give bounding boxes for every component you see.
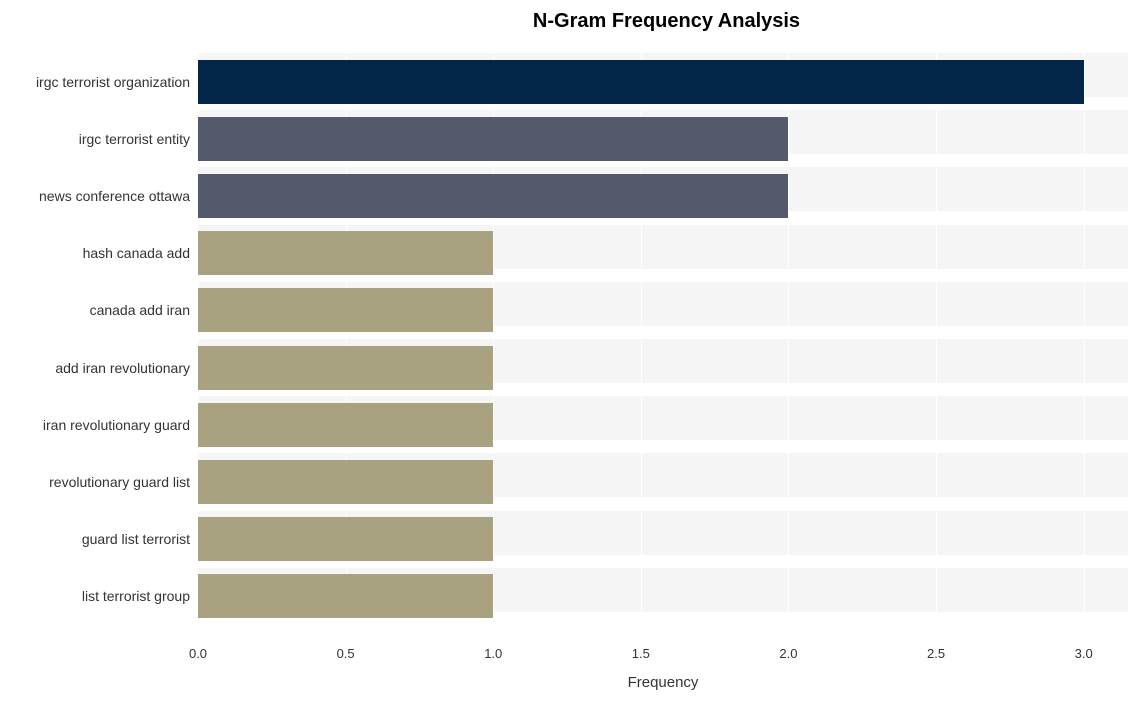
bar-row: [198, 231, 493, 275]
plot-area: [198, 38, 1128, 641]
bar-row: [198, 60, 1084, 104]
chart-title: N-Gram Frequency Analysis: [0, 0, 1138, 41]
bar-row: [198, 117, 788, 161]
y-tick-label: hash canada add: [0, 245, 190, 261]
bar-row: [198, 288, 493, 332]
bar: [198, 346, 493, 390]
bar: [198, 288, 493, 332]
bar: [198, 517, 493, 561]
bar-row: [198, 403, 493, 447]
bar: [198, 460, 493, 504]
bar-row: [198, 574, 493, 618]
y-tick-label: guard list terrorist: [0, 531, 190, 547]
bar-row: [198, 460, 493, 504]
y-tick-label: news conference ottawa: [0, 188, 190, 204]
bar-row: [198, 517, 493, 561]
gridline: [788, 38, 789, 641]
x-axis-label: Frequency: [198, 674, 1128, 691]
bar: [198, 117, 788, 161]
y-tick-label: irgc terrorist organization: [0, 74, 190, 90]
x-tick-label: 3.0: [1075, 646, 1093, 661]
h-band: [198, 38, 1128, 53]
y-tick-label: canada add iran: [0, 302, 190, 318]
y-tick-label: revolutionary guard list: [0, 474, 190, 490]
y-tick-label: add iran revolutionary: [0, 360, 190, 376]
gridline: [1084, 38, 1085, 641]
y-tick-label: list terrorist group: [0, 588, 190, 604]
bar: [198, 174, 788, 218]
bar: [198, 403, 493, 447]
y-tick-label: irgc terrorist entity: [0, 131, 190, 147]
x-tick-label: 1.0: [484, 646, 502, 661]
y-tick-label: iran revolutionary guard: [0, 417, 190, 433]
x-tick-label: 2.0: [779, 646, 797, 661]
chart-container: N-Gram Frequency Analysis irgc terrorist…: [0, 0, 1138, 701]
bar: [198, 574, 493, 618]
bar: [198, 231, 493, 275]
x-tick-label: 2.5: [927, 646, 945, 661]
x-tick-label: 0.0: [189, 646, 207, 661]
plot-inner: [198, 38, 1128, 641]
gridline: [936, 38, 937, 641]
x-tick-label: 0.5: [337, 646, 355, 661]
bar-row: [198, 346, 493, 390]
x-tick-label: 1.5: [632, 646, 650, 661]
bar: [198, 60, 1084, 104]
bar-row: [198, 174, 788, 218]
